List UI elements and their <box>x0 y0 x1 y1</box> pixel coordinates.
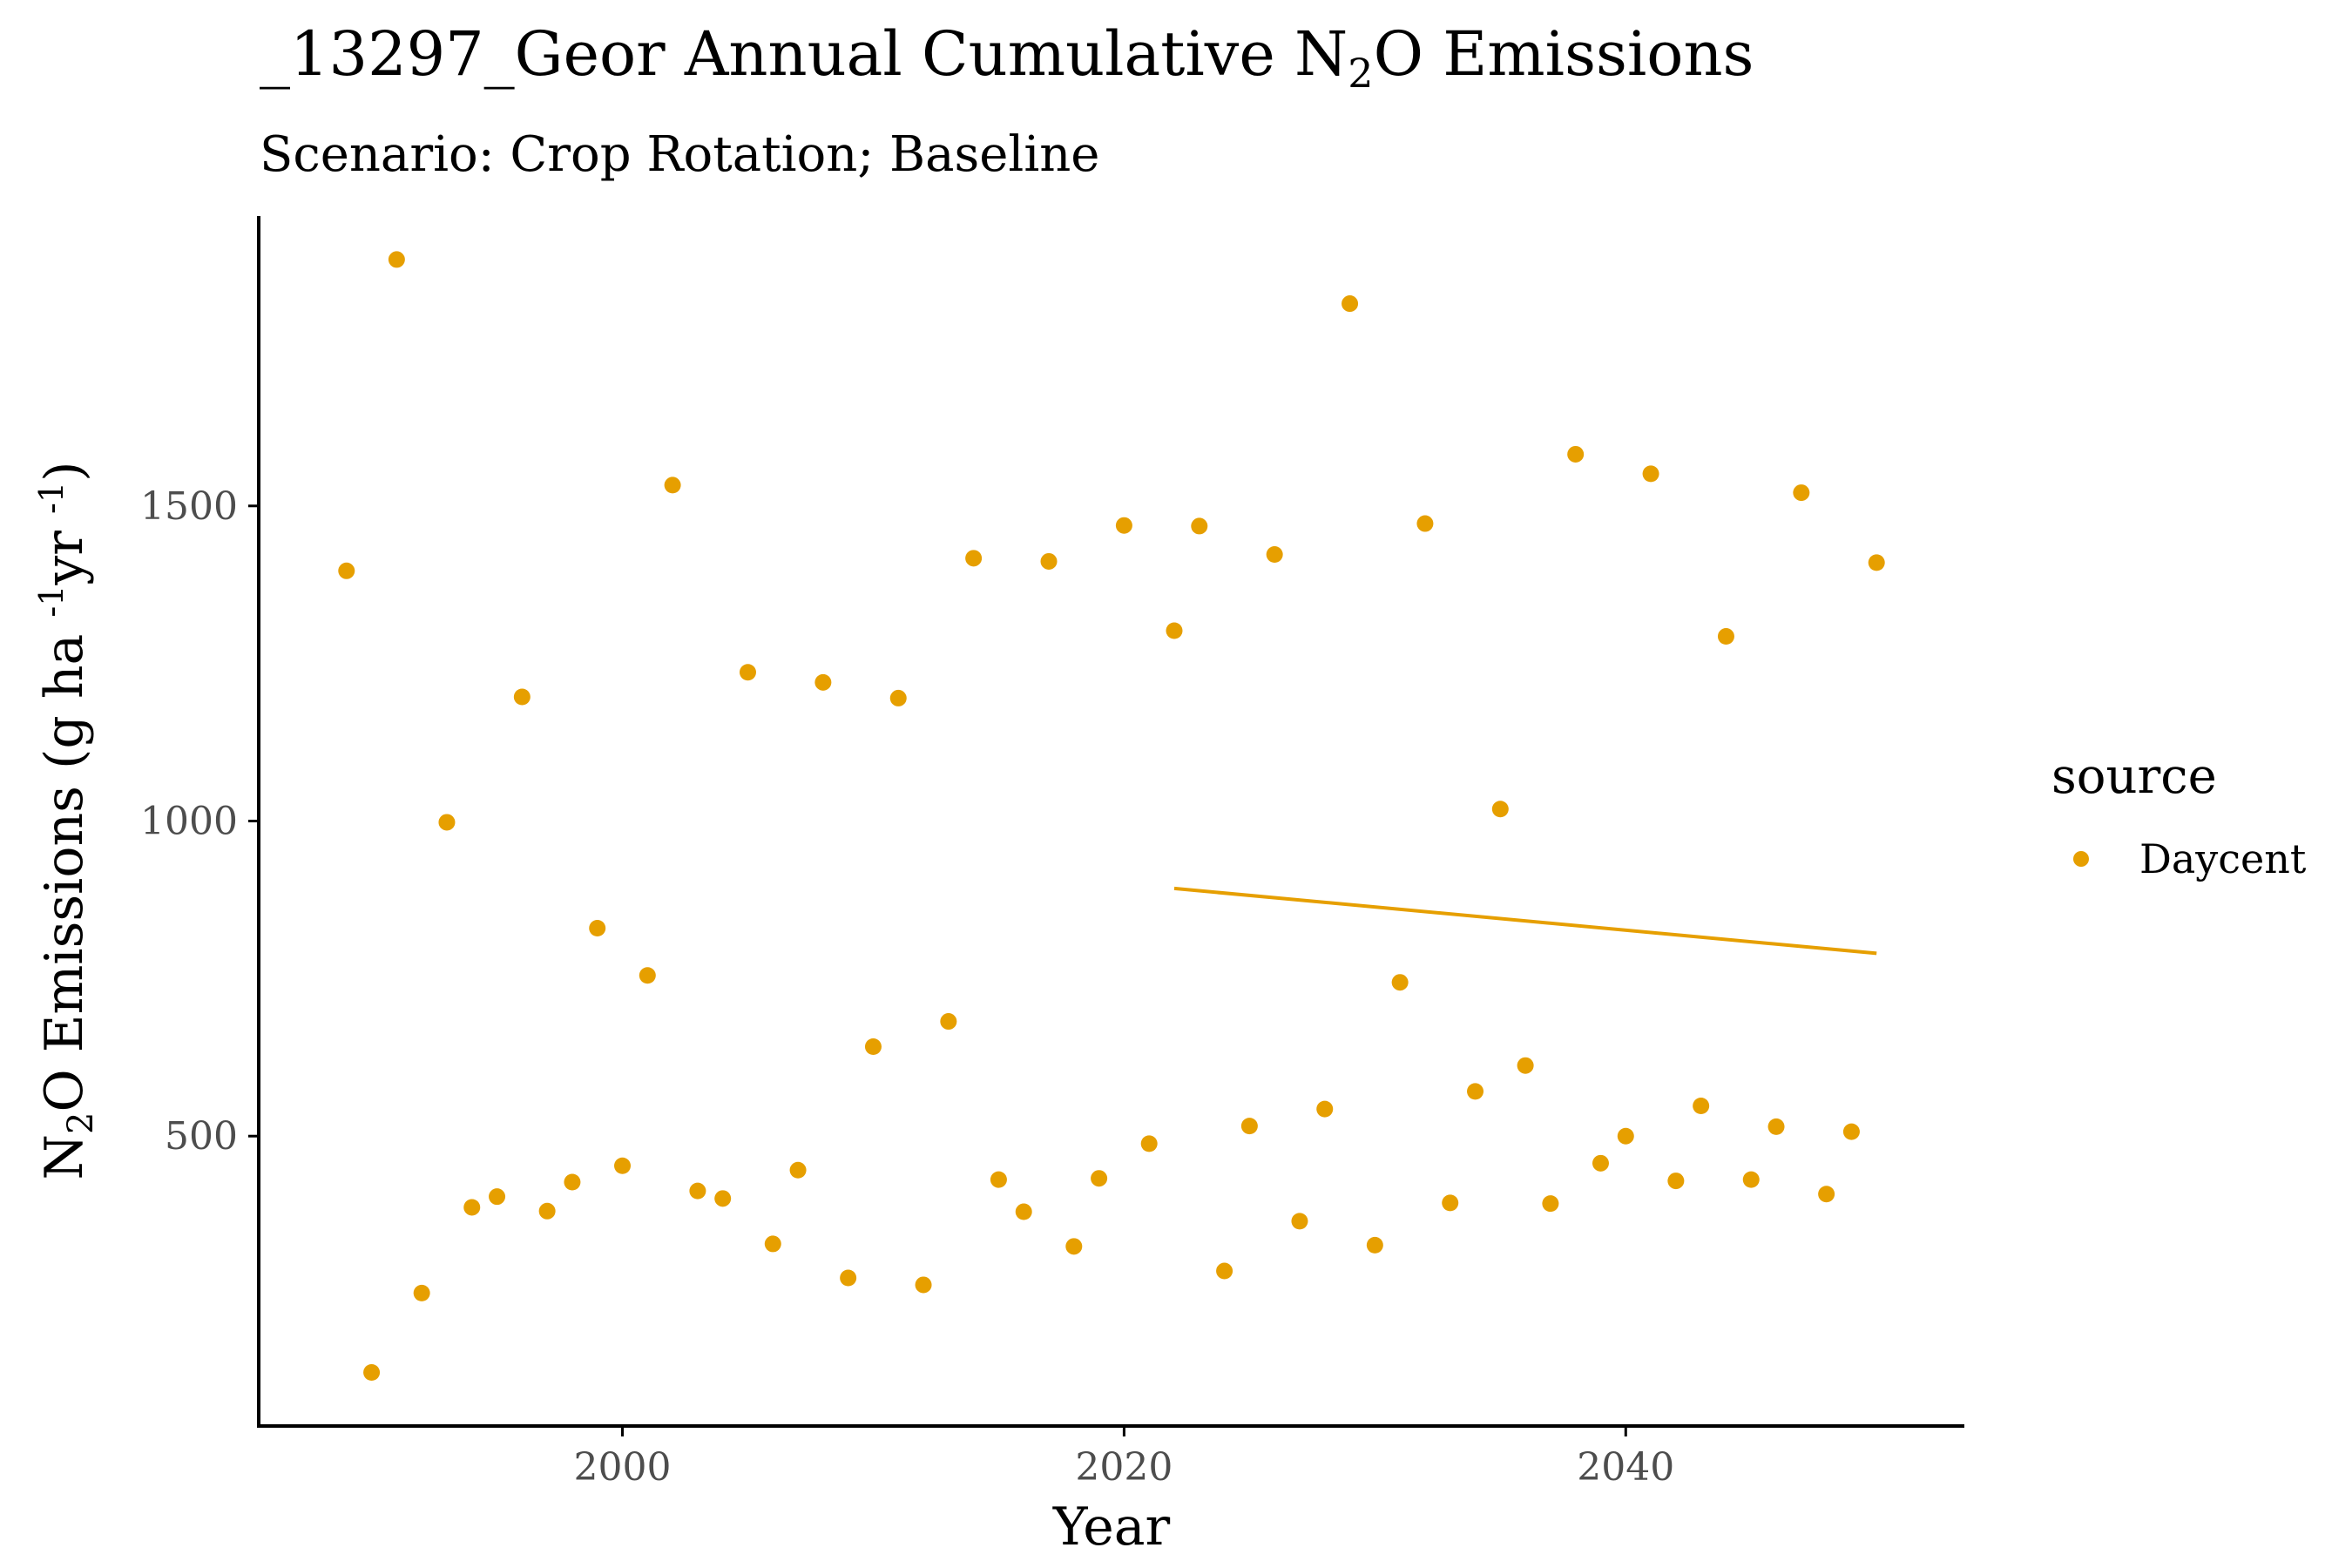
data-point <box>639 967 656 984</box>
data-point <box>664 476 681 494</box>
data-point <box>814 673 832 691</box>
x-tick-label: 2040 <box>1577 1445 1674 1490</box>
data-point <box>1391 974 1409 991</box>
data-point <box>338 562 355 579</box>
data-point <box>764 1235 781 1253</box>
chart-subtitle: Scenario: Crop Rotation; Baseline <box>260 126 1099 183</box>
data-point <box>965 550 983 567</box>
data-point <box>1491 801 1509 818</box>
data-point <box>840 1269 857 1287</box>
data-point <box>1416 515 1434 532</box>
data-point <box>589 919 606 936</box>
data-point <box>1617 1127 1634 1145</box>
legend: source Daycent <box>2051 748 2307 882</box>
x-tick-label: 2000 <box>574 1445 672 1490</box>
chart-title: _13297_Geor Annual Cumulative N2O Emissi… <box>260 18 1754 97</box>
data-point <box>1140 1135 1158 1152</box>
data-point <box>990 1171 1007 1188</box>
data-point <box>1291 1213 1308 1230</box>
data-point <box>1693 1097 1710 1114</box>
data-point <box>1592 1154 1609 1172</box>
data-point <box>889 689 907 706</box>
data-point <box>1742 1171 1760 1188</box>
data-points-layer <box>338 251 1885 1382</box>
data-point <box>1442 1194 1459 1212</box>
data-point <box>438 814 456 831</box>
x-axis-ticks: 2000 2020 2040 <box>574 1426 1674 1490</box>
data-point <box>739 664 756 681</box>
x-tick-label: 2020 <box>1075 1445 1173 1490</box>
data-point <box>1842 1123 1860 1140</box>
data-point <box>1818 1186 1835 1203</box>
data-point <box>1767 1118 1785 1135</box>
data-point <box>915 1276 932 1294</box>
data-point <box>463 1199 481 1216</box>
data-point <box>1342 295 1359 313</box>
data-point <box>489 1188 506 1206</box>
data-point <box>1316 1100 1334 1118</box>
data-point <box>1216 1262 1233 1280</box>
legend-key-daycent <box>2073 851 2089 867</box>
data-point <box>1642 465 1659 483</box>
data-point <box>1366 1236 1383 1254</box>
data-point <box>1065 1238 1083 1255</box>
y-tick-label: 1000 <box>140 800 238 844</box>
data-point <box>1542 1195 1559 1213</box>
y-axis-title: N2O Emissions (g ha -1yr -1) <box>32 461 101 1179</box>
data-point <box>564 1173 581 1191</box>
trend-line <box>1173 886 1877 956</box>
data-point <box>1793 484 1810 502</box>
y-tick-label: 500 <box>165 1114 238 1159</box>
data-point <box>1166 622 1183 639</box>
data-point <box>1015 1203 1032 1220</box>
y-tick-label: 1500 <box>140 484 238 529</box>
data-point <box>513 688 531 706</box>
data-point <box>363 1364 381 1382</box>
data-point <box>789 1161 807 1179</box>
data-point <box>864 1037 882 1055</box>
data-point <box>1667 1173 1685 1190</box>
trend-line-layer <box>1173 886 1877 956</box>
legend-title: source <box>2051 748 2217 805</box>
data-point <box>940 1013 957 1031</box>
data-point <box>1467 1083 1484 1100</box>
x-axis-title: Year <box>1052 1497 1171 1558</box>
legend-label-daycent: Daycent <box>2139 835 2307 882</box>
data-point <box>614 1157 632 1174</box>
data-point <box>1517 1057 1534 1074</box>
data-point <box>1266 545 1283 563</box>
data-point <box>1717 628 1734 645</box>
data-point <box>1040 552 1058 570</box>
data-point <box>388 251 405 268</box>
data-point <box>1567 445 1585 463</box>
data-point <box>689 1182 706 1200</box>
data-point <box>714 1190 732 1207</box>
data-point <box>1115 517 1132 534</box>
data-point <box>1240 1118 1258 1135</box>
data-point <box>1191 517 1208 535</box>
data-point <box>1091 1170 1108 1187</box>
y-axis-ticks: 500 1000 1500 <box>140 484 259 1159</box>
data-point <box>413 1284 430 1301</box>
data-point <box>1868 554 1885 571</box>
data-point <box>538 1202 556 1220</box>
